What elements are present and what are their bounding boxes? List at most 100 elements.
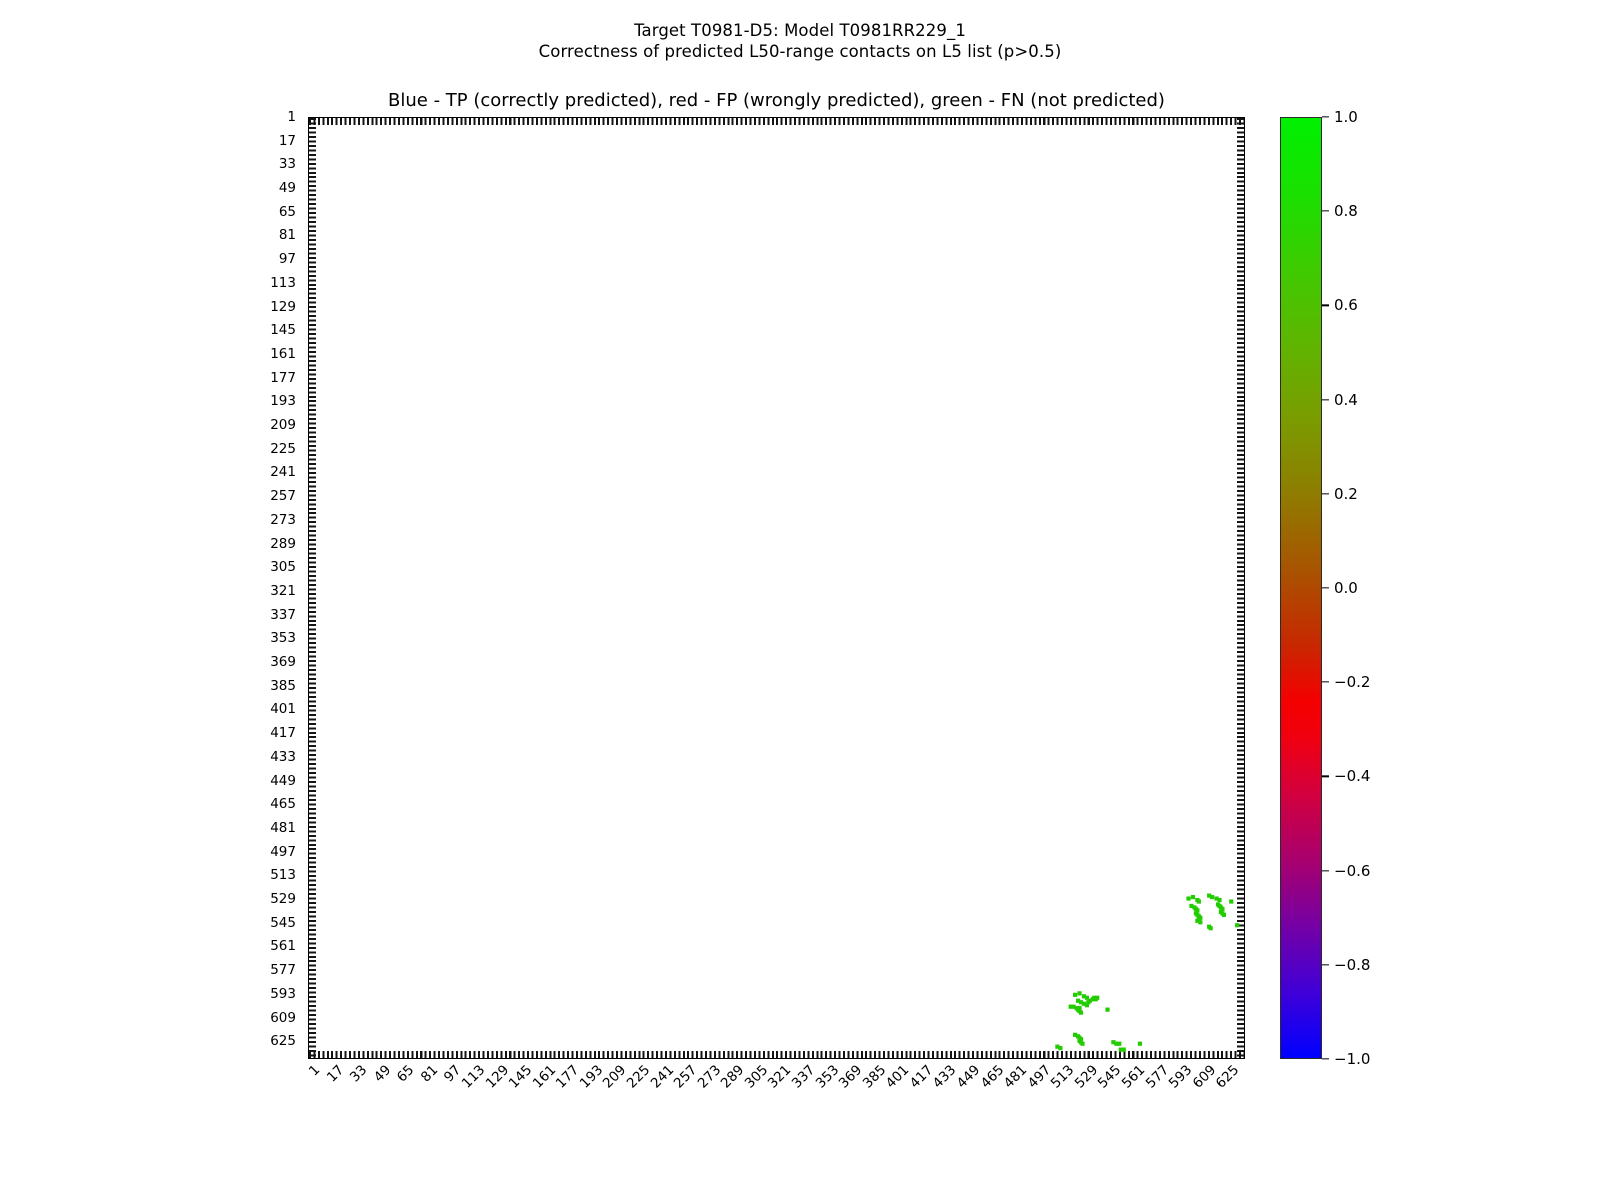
colorbar-tick-label: −0.2 [1334,673,1371,692]
colorbar-tick-mark [1322,587,1329,589]
data-point [1118,1047,1123,1052]
y-tick-label: 465 [270,796,296,813]
data-point [1078,1000,1084,1005]
series-fn [1055,893,1240,1052]
data-point [1114,1041,1119,1046]
colorbar-tick-mark [1322,681,1329,683]
y-tick-label: 145 [270,322,296,339]
data-point [1111,1040,1116,1045]
x-tick-label: 257 [670,1062,701,1092]
colorbar-tick-mark [1322,869,1329,872]
x-tick-label: 561 [1118,1062,1149,1092]
data-point [1196,899,1201,904]
data-point [1189,903,1194,909]
y-tick-label: 593 [270,985,296,1002]
data-point [1198,920,1203,925]
y-tick-label: 193 [270,393,296,410]
data-point [1137,1041,1143,1046]
plot-area[interactable] [308,117,1245,1059]
data-point [1217,897,1222,903]
data-point [1075,998,1081,1003]
data-point [1235,923,1240,928]
data-point [1081,1001,1087,1006]
x-tick-label: 113 [458,1062,489,1092]
x-axis-tick-labels: 1 17 33 49 65 81 97 113 129 145 161 177 193 209 225 241… [305,1062,1245,1182]
colorbar-tick-mark [1322,775,1329,778]
y-tick-label: 225 [270,440,296,457]
data-point [1055,1044,1060,1049]
x-tick-label: 593 [1165,1062,1196,1092]
colorbar-tick-mark [1322,116,1329,118]
x-tick-label: 65 [394,1062,418,1086]
x-axis-top-ticks [309,118,1244,125]
data-point [1081,994,1087,999]
y-axis-right-ticks [1237,118,1244,1058]
y-tick-label: 353 [270,630,296,647]
data-point [1195,918,1200,923]
y-tick-label: 545 [270,914,296,931]
y-tick-label: 369 [270,654,296,671]
y-tick-label: 49 [278,180,296,197]
x-tick-label: 33 [346,1062,371,1086]
y-tick-label: 497 [270,843,296,860]
data-point [1121,1047,1126,1052]
data-point [1105,1007,1110,1012]
data-point [1229,899,1234,904]
y-tick-label: 33 [278,156,296,173]
y-tick-label: 417 [270,725,296,742]
y-tick-label: 513 [270,867,296,884]
x-tick-label: 225 [623,1062,654,1092]
y-tick-label: 305 [270,559,296,576]
y-tick-label: 401 [270,701,296,718]
colorbar-tick-label: −1.0 [1334,1050,1371,1068]
figure-title: Target T0981-D5: Model T0981RR229_1 Corr… [0,20,1600,62]
x-tick-label: 177 [553,1062,583,1092]
x-tick-label: 17 [323,1062,347,1086]
colorbar-tick-label: 0.8 [1334,202,1358,221]
x-tick-label: 81 [417,1062,442,1086]
colorbar-tick-label: 0.0 [1334,579,1358,597]
colorbar-tick-label: −0.6 [1334,861,1371,880]
data-point [1071,1004,1076,1009]
y-tick-label: 561 [270,938,296,955]
colorbar-tick-label: 0.6 [1334,296,1358,315]
y-tick-label: 209 [270,417,296,434]
colorbar-tick-mark [1322,398,1329,401]
x-tick-label: 449 [953,1062,984,1092]
colorbar-tick-label: 0.4 [1334,390,1358,409]
data-point [1087,998,1092,1003]
data-point [1058,1046,1063,1051]
x-tick-label: 337 [788,1062,819,1092]
data-point [1207,893,1212,898]
x-tick-label: 369 [835,1062,866,1092]
y-axis-tick-labels: 1 17 33 49 65 81 97 113 129 145 161 177 193 209 225 241… [0,109,302,1059]
data-point [1077,991,1082,996]
colorbar-tick-labels: 1.0 0.8 0.6 0.4 0.2 0.0 −0.2 −0.4 −0.6 −0.8 −1.0 [1322,108,1442,1068]
y-tick-label: 433 [270,748,296,765]
data-point [1073,1032,1078,1037]
y-tick-label: 65 [278,203,296,220]
y-tick-label: 1 [287,109,296,125]
data-point [1084,995,1089,1000]
x-tick-label: 625 [1213,1062,1243,1092]
y-tick-label: 529 [270,891,296,908]
y-tick-label: 241 [270,464,296,481]
colorbar-tick-label: −0.4 [1334,767,1371,786]
x-tick-label: 401 [883,1062,913,1092]
data-point [1080,1041,1085,1046]
contact-scatter-points [1055,893,1240,1052]
x-tick-label: 1 [305,1062,324,1080]
y-tick-label: 97 [278,251,296,268]
y-tick-label: 289 [270,535,296,552]
x-axis-bottom-ticks [309,1051,1244,1058]
y-tick-label: 113 [270,274,296,291]
data-point [1117,1041,1122,1046]
data-point [1073,992,1078,997]
data-point [1186,896,1191,901]
colorbar-tick-mark [1322,964,1329,966]
data-point [1195,908,1200,913]
data-point [1214,896,1219,901]
x-tick-label: 49 [370,1062,395,1086]
y-tick-label: 481 [270,819,296,836]
data-point [1190,894,1196,900]
